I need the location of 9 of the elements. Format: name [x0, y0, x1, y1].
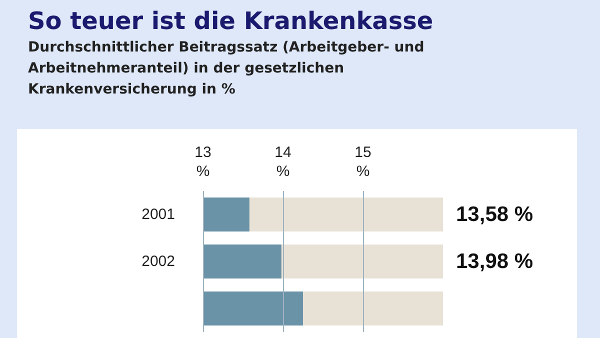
chart-subtitle: Durchschnittlicher Beitragssatz (Arbeitgeber- und Arbeitnehmeranteil) in der gesetzlichen Krankenversicherung in %	[28, 40, 430, 98]
x-tick-label: 15 %	[354, 144, 372, 180]
x-tick-label: 14 %	[274, 144, 292, 180]
chart-title: So teuer ist die Krankenkasse	[28, 7, 434, 35]
data-label: 13,58 %	[456, 203, 534, 226]
y-tick-label: 2001	[142, 206, 175, 223]
x-tick-label: 13 %	[194, 144, 212, 180]
y-tick-label: 2002	[142, 253, 175, 270]
data-label: 13,98 %	[456, 250, 534, 273]
